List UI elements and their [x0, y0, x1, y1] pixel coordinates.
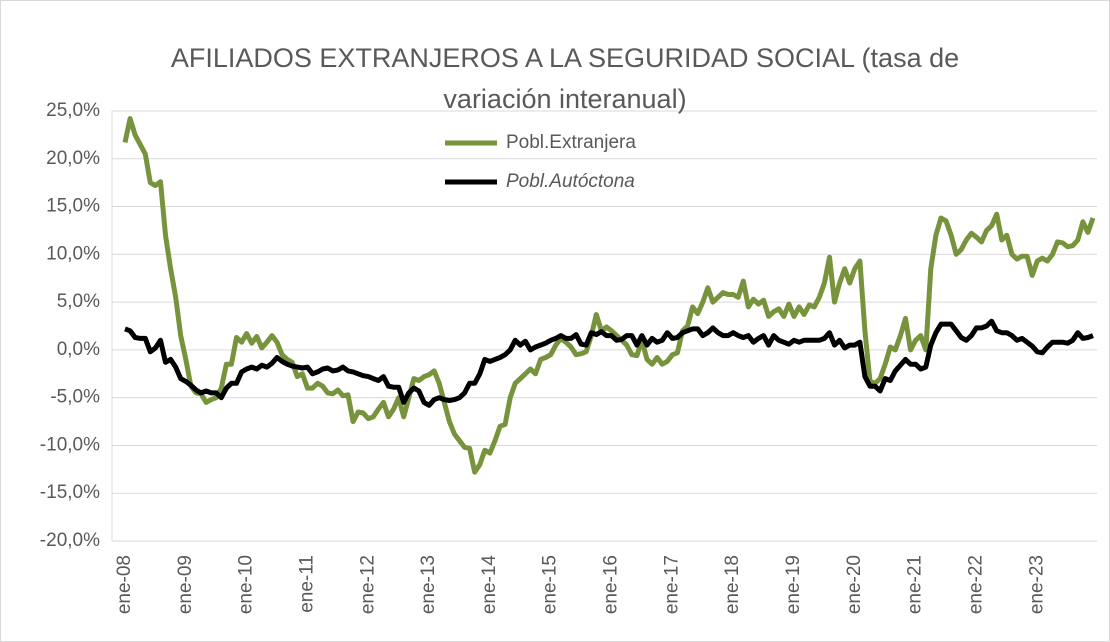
legend-label: Pobl.Extranjera [506, 132, 636, 153]
y-tick-label: 15,0% [46, 196, 100, 217]
x-tick-label: ene-20 [844, 555, 865, 614]
x-tick-label: ene-16 [601, 555, 622, 614]
chart-title: AFILIADOS EXTRANJEROS A LA SEGURIDAD SOC… [170, 43, 960, 114]
x-tick-label: ene-11 [296, 555, 317, 613]
series-line [124, 318, 1094, 408]
x-tick-label: ene-23 [1026, 555, 1047, 614]
y-tick-label: -15,0% [40, 482, 100, 503]
y-tick-label: 20,0% [46, 148, 100, 169]
y-tick-label: 0,0% [57, 339, 100, 360]
y-tick-label: 25,0% [46, 100, 100, 121]
x-tick-label: ene-15 [540, 555, 561, 614]
y-tick-label: -5,0% [50, 387, 100, 408]
x-tick-label: ene-18 [722, 555, 743, 614]
y-tick-label: 10,0% [46, 243, 100, 264]
x-tick-label: ene-19 [783, 555, 804, 614]
x-tick-label: ene-12 [357, 555, 378, 614]
x-tick-label: ene-22 [965, 555, 986, 614]
legend-label: Pobl.Autóctona [506, 171, 635, 192]
x-tick-label: ene-10 [236, 555, 257, 614]
x-tick-label: ene-14 [479, 555, 500, 615]
x-tick-label: ene-17 [661, 555, 682, 614]
y-tick-label: -20,0% [40, 530, 100, 551]
series-line [122, 116, 1096, 475]
x-tick-label: ene-21 [905, 555, 926, 614]
x-tick-label: ene-08 [114, 555, 135, 614]
x-tick-label: ene-13 [418, 555, 439, 614]
y-tick-label: -10,0% [40, 434, 100, 455]
x-tick-label: ene-09 [175, 555, 196, 614]
y-tick-label: 5,0% [57, 291, 100, 312]
